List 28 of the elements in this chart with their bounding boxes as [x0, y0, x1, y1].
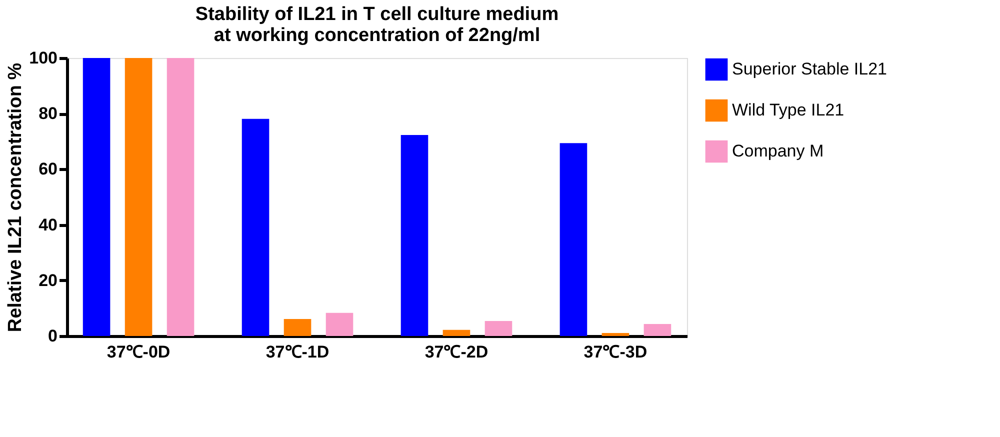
x-tick-label: 37℃-3D — [584, 342, 648, 362]
legend-label: Wild Type IL21 — [732, 100, 844, 120]
bar — [284, 319, 312, 336]
x-tick-label: 37℃-2D — [424, 342, 488, 362]
bar — [400, 135, 428, 336]
bar — [442, 330, 470, 336]
y-tick-label: 80 — [38, 104, 58, 124]
bar — [644, 324, 672, 336]
y-tick-label: 40 — [38, 215, 58, 234]
legend-label: Company M — [732, 142, 824, 160]
bar — [242, 118, 270, 336]
text: Stability of IL21 in T cell culture medium — [195, 4, 559, 25]
y-tick-label: 60 — [38, 160, 58, 179]
bar — [82, 58, 110, 336]
bar — [124, 58, 152, 336]
legend-label: Superior Stable IL21 — [732, 60, 887, 78]
y-axis-title: Relative IL21 concentration % — [5, 62, 26, 332]
bar — [166, 58, 194, 336]
bar — [484, 320, 512, 336]
bar — [560, 143, 588, 336]
text: at working concentration of 22ng/ml — [214, 25, 540, 46]
bar — [602, 332, 630, 336]
x-tick-label: 37℃-1D — [266, 342, 330, 362]
y-tick-label: 20 — [38, 270, 58, 290]
y-tick-label: 100 — [29, 48, 58, 68]
y-tick-label: 0 — [48, 326, 58, 346]
bar — [326, 312, 354, 336]
x-tick-label: 37℃-0D — [106, 342, 170, 362]
